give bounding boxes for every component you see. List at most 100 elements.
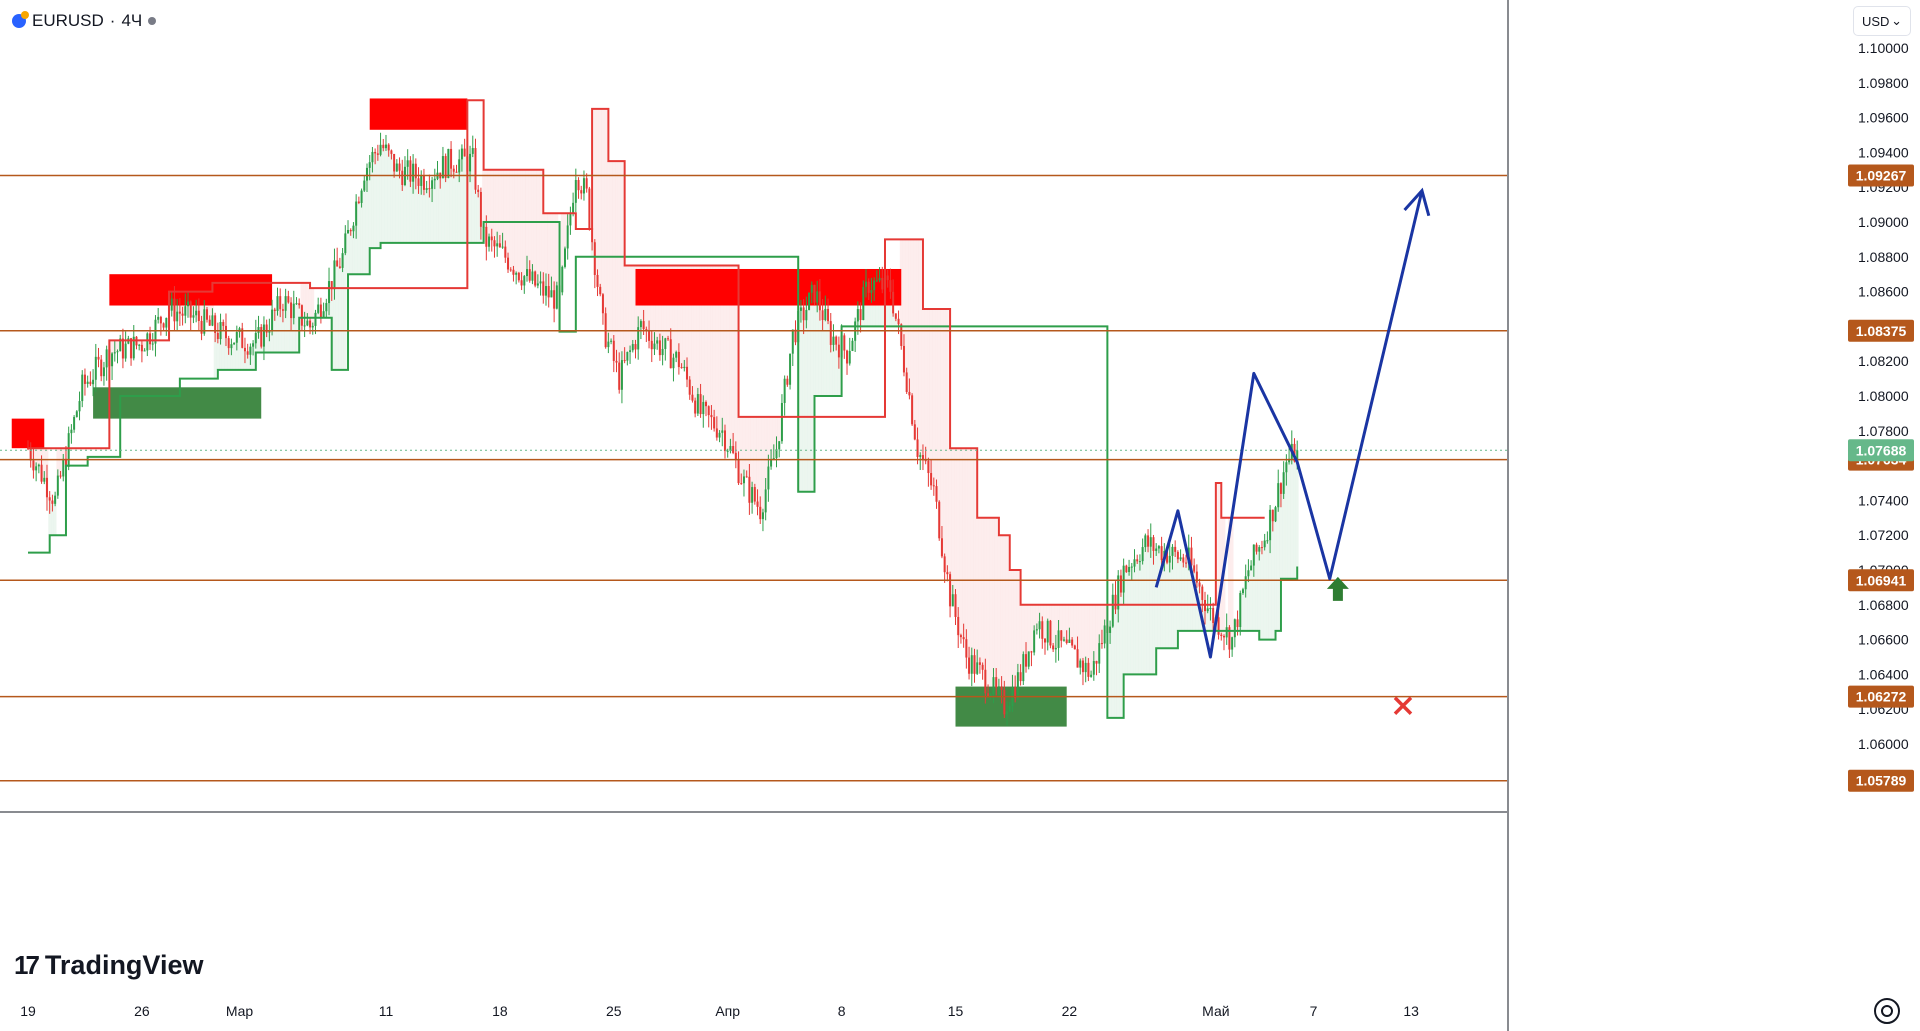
candle-body [211, 315, 214, 326]
resistance-fill [1103, 604, 1107, 626]
support-fill [406, 160, 410, 243]
support-fill [265, 332, 269, 353]
candle-body [265, 324, 268, 333]
time-tick: 7 [1310, 1003, 1318, 1019]
candle-body [634, 344, 637, 350]
candle-body [827, 308, 830, 322]
candle-body [542, 281, 545, 296]
candle-body [1217, 617, 1220, 635]
candle-body [870, 290, 873, 293]
candle-body [1222, 636, 1225, 638]
support-fill [1276, 483, 1280, 631]
candle-body [1095, 661, 1098, 664]
candle-body [395, 163, 398, 172]
support-fill [349, 231, 353, 275]
resistance-fill [707, 265, 711, 416]
time-tick: 13 [1403, 1003, 1419, 1019]
candle-body [631, 344, 634, 351]
tradingview-logo[interactable]: 17 TradingView [14, 950, 203, 981]
horizontal-levels [0, 174, 1507, 782]
resistance-fill [200, 291, 203, 334]
candle-body [281, 309, 284, 311]
resistance-fill [482, 169, 486, 227]
candle-body [911, 395, 914, 425]
support-fill [1119, 592, 1123, 718]
support-fill [438, 178, 442, 243]
resistance-fill [935, 309, 938, 502]
resistance-fill [742, 416, 746, 477]
logo-text: TradingView [44, 950, 204, 980]
support-fill [257, 327, 260, 353]
candle-body [401, 170, 404, 185]
resistance-fill [1230, 517, 1234, 638]
support-fill [1268, 509, 1272, 640]
support-fill [281, 310, 285, 353]
candle-body [791, 329, 794, 354]
candle-body [1087, 662, 1090, 677]
resistance-fill [1217, 483, 1220, 635]
candle-body [1160, 546, 1163, 561]
support-fill [422, 189, 426, 243]
candle-body [702, 401, 705, 415]
candle-body [360, 190, 363, 203]
resistance-fill [547, 213, 551, 298]
candle-body [97, 356, 100, 360]
candle-body [1201, 586, 1204, 600]
support-fill [430, 180, 434, 243]
candle-body [686, 366, 689, 380]
resistance-fill [539, 169, 542, 282]
resistance-fill [1024, 604, 1028, 667]
candle-body [471, 148, 474, 154]
candle-body [333, 260, 336, 290]
support-fill [292, 303, 296, 353]
resistance-fill [992, 517, 995, 678]
candle-body [794, 329, 797, 343]
support-fill [286, 302, 290, 353]
candle-body [314, 312, 317, 326]
support-fill [463, 156, 467, 243]
resistance-fill [1013, 570, 1017, 699]
red-zone [635, 268, 902, 306]
support-fill [392, 171, 396, 243]
candle-body [1190, 547, 1193, 566]
support-fill [1179, 557, 1182, 631]
support-fill [267, 331, 271, 353]
support-fill [1171, 546, 1174, 649]
candle-body [184, 306, 187, 316]
candle-body [940, 538, 943, 557]
support-fill [251, 343, 255, 370]
support-fill [273, 310, 277, 353]
candle-body [629, 350, 632, 352]
candle-body [623, 360, 626, 362]
level-price-tag-bg [1848, 569, 1914, 592]
resistance-fill [520, 169, 523, 286]
symbol-header[interactable]: EURUSD · 4Ч [6, 6, 163, 36]
gear-icon[interactable] [1874, 998, 1900, 1024]
currency-selector[interactable]: USD ⌄ [1853, 6, 1911, 36]
candle-body [37, 464, 40, 467]
candle-body [444, 156, 447, 178]
timeframe[interactable]: 4Ч [121, 11, 143, 30]
resistance-fill [899, 239, 903, 346]
resistance-fill [506, 169, 510, 270]
price-tick: 1.07800 [1858, 423, 1909, 439]
candle-body [658, 340, 661, 356]
resistance-step-line [28, 99, 1265, 606]
support-fill [813, 302, 816, 396]
resistance-fill [487, 169, 491, 237]
resistance-fill [1059, 604, 1063, 641]
resistance-fill [1100, 604, 1104, 644]
candle-body [913, 424, 916, 440]
candle-body [1247, 570, 1250, 577]
candle-body [1114, 594, 1117, 610]
candle-body [1076, 649, 1079, 668]
candle-body [431, 180, 434, 189]
candle-body [1176, 551, 1179, 560]
candle-body [479, 191, 482, 227]
candle-body [1231, 637, 1234, 650]
resistance-fill [710, 265, 713, 418]
candle-body [908, 391, 911, 396]
candle-body [322, 311, 325, 318]
support-fill [452, 171, 456, 243]
